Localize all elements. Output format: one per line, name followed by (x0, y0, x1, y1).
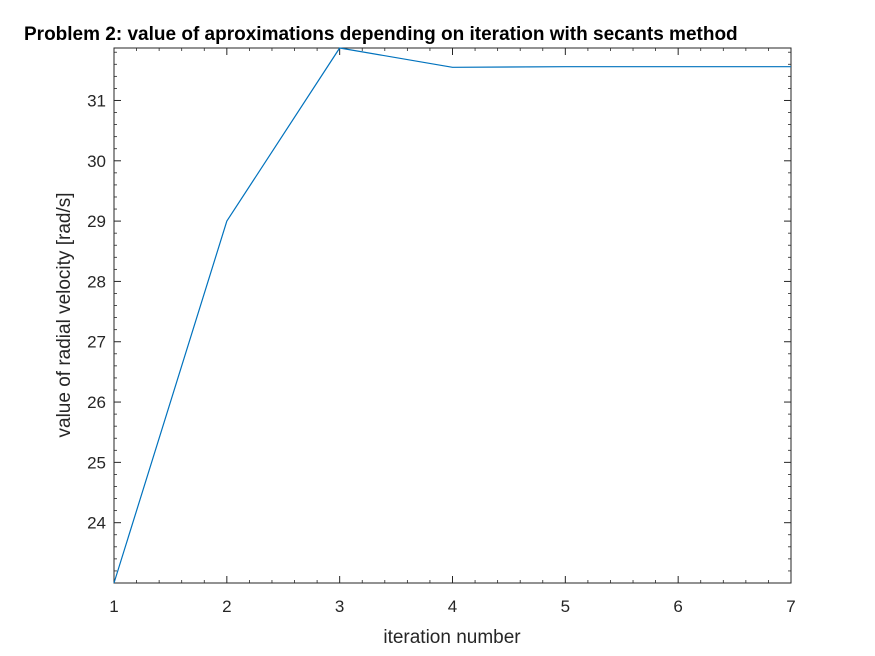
y-tick-label: 27 (87, 333, 106, 352)
y-tick-label: 25 (87, 453, 106, 472)
x-tick-label: 3 (335, 597, 344, 616)
x-tick-label: 7 (786, 597, 795, 616)
x-axis-label: iteration number (383, 627, 521, 648)
plot-area: 24 25 26 27 28 29 30 31 1 2 3 4 5 6 7 (87, 47, 796, 616)
x-tick-label: 6 (673, 597, 682, 616)
y-tick-label: 30 (87, 152, 106, 171)
y-tick-label: 24 (87, 514, 106, 533)
y-tick-label: 28 (87, 272, 106, 291)
chart-title: Problem 2: value of aproximations depend… (24, 24, 738, 45)
x-tick-label: 2 (222, 597, 231, 616)
x-tick-label: 5 (561, 597, 570, 616)
y-axis-label: value of radial velocity [rad/s] (54, 192, 75, 437)
y-tick-label: 31 (87, 91, 106, 110)
x-tick-label: 1 (109, 597, 118, 616)
y-tick-label: 29 (87, 212, 106, 231)
x-tick-label: 4 (448, 597, 457, 616)
y-tick-label: 26 (87, 393, 106, 412)
